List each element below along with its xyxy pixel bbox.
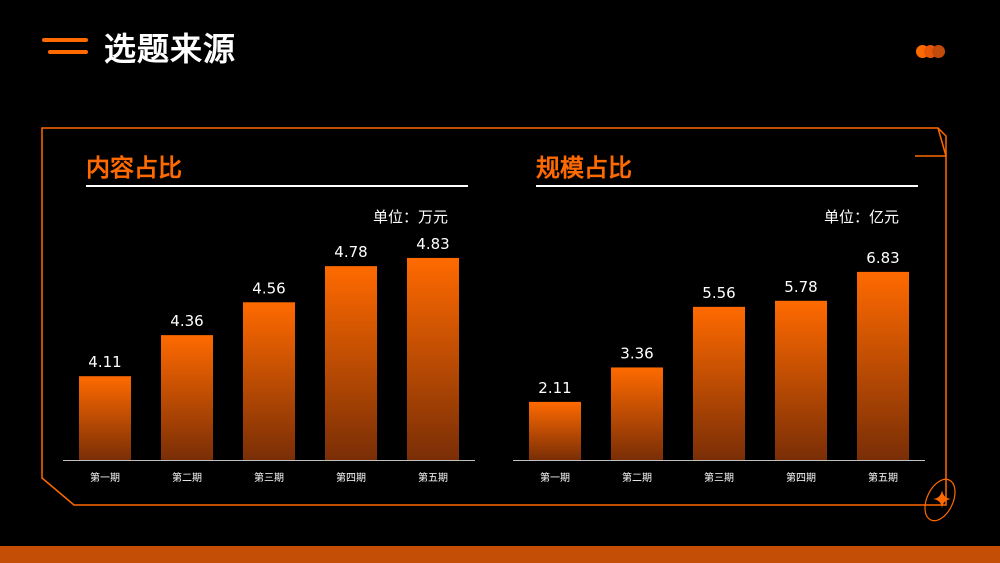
- category-label-1-3: 第三期: [254, 471, 284, 484]
- bar-1-4: [325, 266, 377, 460]
- panel-title-content: 内容占比: [86, 154, 182, 182]
- category-label-1-4: 第四期: [336, 471, 366, 484]
- title-decoration-line-bottom: [48, 50, 88, 54]
- data-label-1-4: 4.78: [334, 243, 367, 261]
- unit-label-content: 单位：万元: [373, 208, 449, 226]
- data-label-2-3: 5.56: [702, 284, 735, 302]
- category-label-2-1: 第一期: [540, 471, 570, 484]
- bar-2-3: [693, 306, 745, 460]
- category-label-1-2: 第二期: [172, 471, 202, 484]
- bar-1-2: [161, 335, 213, 460]
- data-label-2-1: 2.11: [538, 379, 571, 397]
- category-label-2-3: 第三期: [704, 471, 734, 484]
- data-label-1-2: 4.36: [170, 312, 203, 330]
- bar-2-5: [857, 271, 909, 460]
- data-label-1-1: 4.11: [88, 353, 121, 371]
- bar-2-1: [529, 401, 581, 460]
- category-label-2-5: 第五期: [868, 471, 898, 484]
- panel-title-scale: 规模占比: [536, 154, 632, 182]
- panel-rule-content: [86, 185, 468, 187]
- bar-1-1: [79, 376, 131, 460]
- unit-label-scale: 单位：亿元: [824, 208, 900, 226]
- bar-2-2: [611, 367, 663, 460]
- panel-rule-scale: [536, 185, 918, 187]
- data-label-1-5: 4.83: [416, 235, 449, 253]
- bar-1-5: [407, 257, 459, 460]
- data-label-1-3: 4.56: [252, 279, 285, 297]
- category-label-2-2: 第二期: [622, 471, 652, 484]
- category-label-1-5: 第五期: [418, 471, 448, 484]
- page-title: 选题来源: [104, 30, 237, 68]
- category-label-1-1: 第一期: [90, 471, 120, 484]
- bar-1-3: [243, 302, 295, 460]
- sparkle-star-icon: [924, 478, 956, 522]
- category-label-2-4: 第四期: [786, 471, 816, 484]
- footer-bar: [0, 546, 1000, 563]
- three-dots-icon: [916, 45, 946, 58]
- title-decoration-line-top: [42, 38, 88, 42]
- bar-2-4: [775, 300, 827, 460]
- data-label-2-4: 5.78: [784, 278, 817, 296]
- data-label-2-2: 3.36: [620, 344, 653, 362]
- data-label-2-5: 6.83: [866, 249, 899, 267]
